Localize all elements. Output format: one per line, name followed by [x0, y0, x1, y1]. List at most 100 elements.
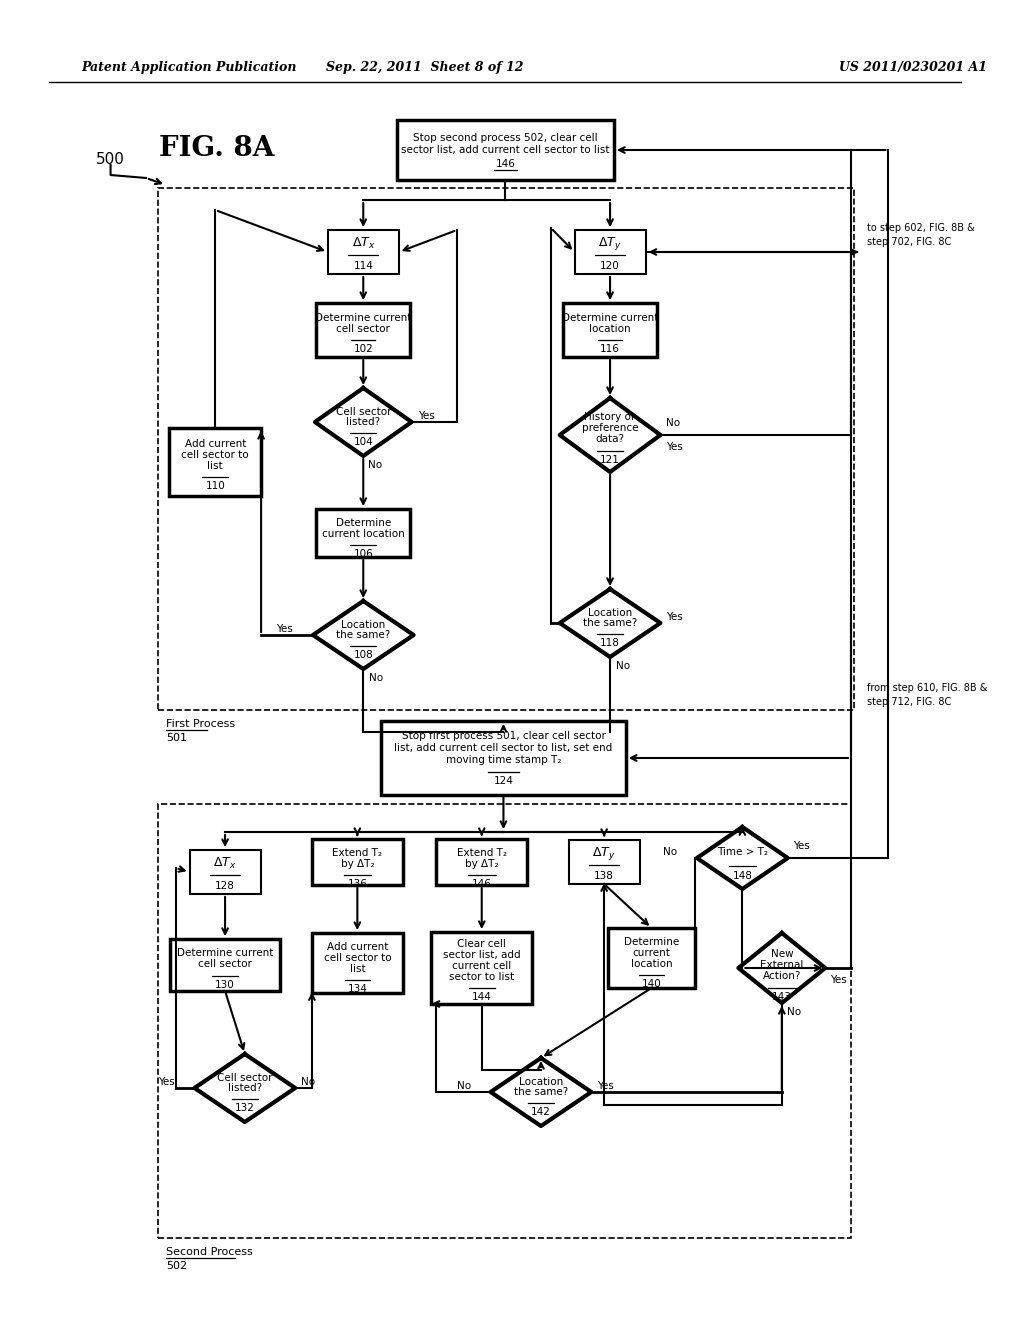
Text: Cell sector: Cell sector — [217, 1073, 272, 1082]
Text: 102: 102 — [353, 345, 373, 354]
Text: Location: Location — [588, 609, 632, 618]
Text: step 712, FIG. 8C: step 712, FIG. 8C — [866, 697, 951, 708]
Bar — [158, 187, 854, 710]
Text: to step 602, FIG. 8B &: to step 602, FIG. 8B & — [866, 223, 975, 234]
Text: list: list — [349, 964, 366, 974]
Text: Yes: Yes — [667, 612, 683, 622]
FancyBboxPatch shape — [170, 939, 281, 991]
Text: 138: 138 — [594, 871, 614, 880]
Text: Determine current: Determine current — [562, 313, 658, 323]
FancyBboxPatch shape — [316, 510, 411, 557]
Text: current location: current location — [322, 529, 404, 539]
Text: 142: 142 — [531, 1107, 551, 1117]
FancyBboxPatch shape — [431, 932, 532, 1005]
Text: No: No — [370, 673, 383, 682]
Text: 143: 143 — [772, 993, 792, 1002]
FancyBboxPatch shape — [574, 230, 645, 275]
Text: Yes: Yes — [830, 975, 847, 985]
Text: No: No — [369, 459, 382, 470]
Text: step 702, FIG. 8C: step 702, FIG. 8C — [866, 238, 951, 247]
Text: 110: 110 — [206, 480, 225, 491]
Text: list: list — [208, 461, 223, 471]
Text: History or: History or — [585, 412, 636, 422]
Text: moving time stamp T₂: moving time stamp T₂ — [445, 755, 561, 766]
Text: $\Delta T_y$: $\Delta T_y$ — [598, 235, 622, 252]
Text: 128: 128 — [215, 880, 236, 891]
Polygon shape — [313, 601, 414, 669]
Text: data?: data? — [596, 434, 625, 444]
FancyBboxPatch shape — [436, 840, 527, 884]
Text: FIG. 8A: FIG. 8A — [160, 135, 274, 161]
Text: 118: 118 — [600, 638, 620, 648]
Text: 116: 116 — [600, 345, 620, 354]
FancyBboxPatch shape — [169, 428, 261, 496]
Text: current: current — [633, 948, 671, 958]
Polygon shape — [490, 1059, 591, 1126]
Text: preference: preference — [582, 422, 638, 433]
Text: 106: 106 — [353, 549, 373, 558]
Text: No: No — [457, 1081, 471, 1092]
Polygon shape — [195, 1053, 295, 1122]
Text: Stop first process 501, clear cell sector: Stop first process 501, clear cell secto… — [401, 731, 605, 741]
Text: Yes: Yes — [793, 841, 809, 851]
Bar — [158, 804, 851, 1238]
Text: No: No — [616, 661, 630, 671]
Text: listed?: listed? — [346, 417, 380, 426]
Text: Extend T₂: Extend T₂ — [333, 847, 382, 858]
Text: 132: 132 — [234, 1104, 255, 1113]
Text: by ΔT₂: by ΔT₂ — [465, 859, 499, 869]
Text: cell sector to: cell sector to — [324, 953, 391, 964]
FancyBboxPatch shape — [397, 120, 614, 180]
Text: 146: 146 — [472, 879, 492, 888]
FancyBboxPatch shape — [328, 230, 398, 275]
Polygon shape — [697, 828, 787, 888]
FancyBboxPatch shape — [381, 721, 626, 795]
Text: list, add current cell sector to list, set end: list, add current cell sector to list, s… — [394, 743, 612, 752]
Text: 124: 124 — [494, 776, 513, 785]
Text: Determine current: Determine current — [315, 313, 412, 323]
Text: 502: 502 — [166, 1261, 187, 1271]
Text: Patent Application Publication: Patent Application Publication — [81, 62, 296, 74]
Text: 500: 500 — [96, 153, 125, 168]
Text: sector list, add current cell sector to list: sector list, add current cell sector to … — [401, 145, 609, 154]
Text: 134: 134 — [347, 983, 368, 994]
FancyBboxPatch shape — [312, 933, 402, 993]
Text: current cell: current cell — [453, 961, 511, 972]
Text: 130: 130 — [215, 979, 234, 990]
Text: $\Delta T_x$: $\Delta T_x$ — [351, 235, 375, 251]
Text: 120: 120 — [600, 261, 620, 271]
Text: Time > T₂: Time > T₂ — [717, 847, 768, 857]
Text: location: location — [631, 960, 673, 969]
Text: 121: 121 — [600, 455, 620, 465]
Text: 114: 114 — [353, 261, 373, 271]
Text: No: No — [301, 1077, 315, 1086]
Text: Determine current: Determine current — [177, 948, 273, 958]
Text: sector list, add: sector list, add — [443, 950, 520, 960]
Text: Location: Location — [519, 1077, 563, 1086]
Text: Yes: Yes — [158, 1077, 175, 1086]
Text: Add current: Add current — [327, 942, 388, 952]
Text: No: No — [786, 1007, 801, 1016]
Text: listed?: listed? — [227, 1082, 262, 1093]
Text: 144: 144 — [472, 993, 492, 1002]
Text: location: location — [589, 323, 631, 334]
Text: $\Delta T_y$: $\Delta T_y$ — [593, 845, 615, 862]
Text: Location: Location — [341, 620, 385, 630]
Text: 108: 108 — [353, 649, 373, 660]
Polygon shape — [560, 589, 660, 657]
Text: Stop second process 502, clear cell: Stop second process 502, clear cell — [413, 133, 598, 143]
Text: No: No — [664, 847, 677, 857]
Polygon shape — [560, 399, 660, 473]
FancyBboxPatch shape — [608, 928, 695, 987]
Text: the same?: the same? — [336, 630, 390, 640]
Polygon shape — [315, 388, 412, 455]
Text: External: External — [760, 960, 804, 970]
Text: Action?: Action? — [763, 972, 801, 981]
Text: Determine: Determine — [336, 517, 391, 528]
Polygon shape — [738, 933, 825, 1003]
Text: $\Delta T_x$: $\Delta T_x$ — [213, 855, 237, 871]
Text: Yes: Yes — [418, 411, 434, 421]
Text: 146: 146 — [496, 158, 515, 169]
Text: cell sector: cell sector — [198, 960, 252, 969]
Text: First Process: First Process — [166, 719, 234, 729]
